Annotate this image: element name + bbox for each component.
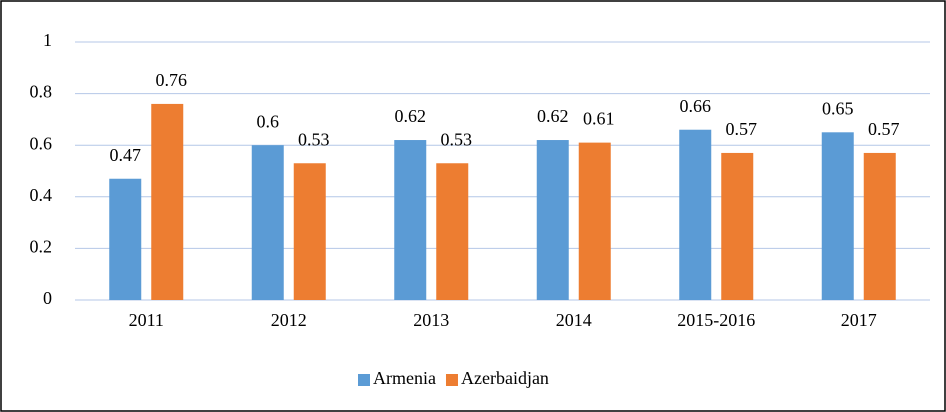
x-tick-label: 2017 [841, 310, 877, 330]
data-label: 0.65 [822, 98, 854, 118]
bar [151, 103, 184, 300]
x-tick-label: 2012 [271, 310, 307, 330]
x-tick-label: 2011 [129, 310, 164, 330]
data-label: 0.66 [680, 96, 712, 116]
bar [109, 178, 142, 300]
bar [721, 152, 754, 300]
bar [821, 132, 854, 300]
bar [578, 142, 611, 300]
x-tick-label: 2013 [413, 310, 449, 330]
data-label: 0.47 [110, 145, 142, 165]
data-label: 0.53 [298, 129, 330, 149]
bar [679, 129, 712, 300]
data-label: 0.57 [868, 119, 900, 139]
data-label: 0.53 [441, 129, 473, 149]
data-label: 0.62 [395, 106, 427, 126]
bar [536, 140, 569, 300]
data-label: 0.76 [156, 70, 188, 90]
x-tick-label: 2015-2016 [677, 310, 755, 330]
x-tick-label: 2014 [556, 310, 592, 330]
legend-label: Azerbaidjan [461, 368, 549, 388]
bar [293, 163, 326, 300]
y-tick-label: 0.2 [30, 237, 53, 257]
y-tick-label: 1 [43, 30, 52, 50]
bar [251, 145, 284, 300]
bar [436, 163, 469, 300]
legend-label: Armenia [373, 368, 436, 388]
data-label: 0.57 [726, 119, 758, 139]
bar [394, 140, 427, 300]
legend-swatch [358, 374, 370, 386]
data-label: 0.61 [583, 109, 615, 129]
y-tick-label: 0.4 [30, 185, 53, 205]
y-tick-label: 0.8 [30, 82, 53, 102]
data-label: 0.62 [537, 106, 569, 126]
y-tick-label: 0 [43, 288, 52, 308]
legend-swatch [445, 374, 458, 386]
data-label: 0.6 [257, 111, 280, 131]
y-tick-label: 0.6 [30, 133, 53, 153]
bar [863, 152, 896, 300]
